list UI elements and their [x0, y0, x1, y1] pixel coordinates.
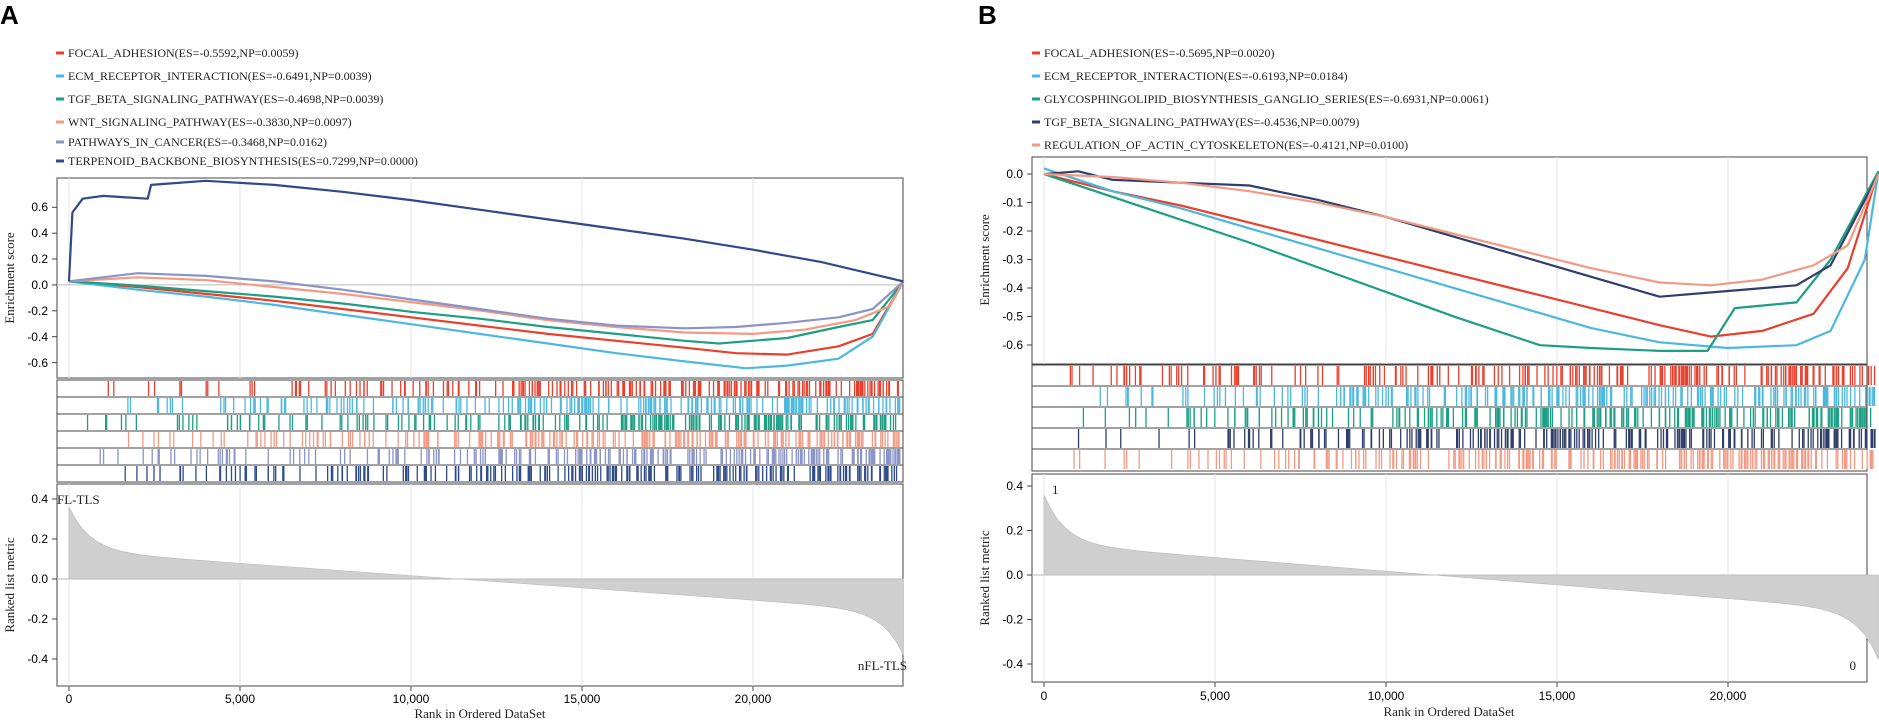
ranked-metric-area — [68, 506, 904, 656]
x-tick-label: 20,000 — [1710, 689, 1747, 703]
rank-tick-label: 0.0 — [31, 572, 48, 586]
es-tick-label: -0.6 — [1002, 338, 1023, 352]
panel-a-legend: FOCAL_ADHESION(ES=-0.5592,NP=0.0059) ECM… — [56, 46, 418, 168]
hit-marks — [1069, 366, 1876, 469]
rank-tick-label: -0.2 — [1002, 613, 1023, 627]
hit-marks — [86, 381, 901, 481]
x-axis: 0 5,000 10,000 15,000 20,000 Rank in Ord… — [66, 686, 772, 720]
es-tick-label: 0.0 — [31, 278, 48, 292]
es-curve-ecm-receptor-interaction — [68, 280, 905, 370]
es-curve-pathways-in-cancer — [68, 272, 905, 330]
ranked-metric-area — [1043, 494, 1879, 660]
panel-b: B FOCAL_ADHESION(ES=-0.5695,NP=0.0020) E… — [977, 0, 1879, 719]
es-curve-focal-adhesion — [1043, 170, 1879, 338]
es-tick-label: 0.6 — [31, 200, 48, 214]
x-tick-label: 0 — [1041, 689, 1048, 703]
es-tick-label: -0.2 — [1002, 224, 1023, 238]
rank-tick-label: -0.4 — [1002, 657, 1023, 671]
rank-axis-label: Ranked list metric — [2, 537, 17, 633]
panel-a-rank-plot: 0.4 0.2 0.0 -0.2 -0.4 FL-TLS nFL-TLS Ran… — [2, 483, 907, 720]
rank-tick-label: 0.2 — [31, 532, 48, 546]
es-curves — [67, 179, 905, 370]
legend-item: TGF_BETA_SIGNALING_PATHWAY(ES=-0.4698,NP… — [68, 92, 383, 106]
es-curve-glycosphingolipid-biosynthesis-ganglio-series — [1043, 170, 1879, 352]
legend-item: ECM_RECEPTOR_INTERACTION(ES=-0.6491,NP=0… — [68, 69, 372, 83]
es-tick-label: -0.3 — [1002, 253, 1023, 267]
panel-b-letter: B — [978, 0, 997, 30]
x-tick-label: 15,000 — [1539, 689, 1576, 703]
panel-b-rank-plot: 0.4 0.2 0.0 -0.2 -0.4 1 0 Ranked list me… — [977, 473, 1879, 719]
legend-item: REGULATION_OF_ACTIN_CYTOSKELETON(ES=-0.4… — [1044, 138, 1408, 152]
legend-item: FOCAL_ADHESION(ES=-0.5695,NP=0.0020) — [1044, 46, 1275, 60]
top-group-label: FL-TLS — [57, 492, 100, 507]
rank-tick-label: 0.4 — [1006, 479, 1023, 493]
legend-item: ECM_RECEPTOR_INTERACTION(ES=-0.6193,NP=0… — [1044, 69, 1348, 83]
es-axis-label: Enrichment score — [2, 232, 17, 324]
es-curve-regulation-of-actin-cytoskeleton — [1043, 173, 1879, 287]
x-tick-label: 10,000 — [393, 692, 430, 706]
es-tick-label: -0.4 — [27, 330, 48, 344]
panel-b-es-plot: 0.0 -0.1 -0.2 -0.3 -0.4 -0.5 -0.6 Enrich… — [977, 156, 1879, 365]
rank-axis-label: Ranked list metric — [977, 530, 992, 626]
es-tick-label: -0.5 — [1002, 310, 1023, 324]
es-y-axis: 0.0 -0.1 -0.2 -0.3 -0.4 -0.5 -0.6 — [1002, 167, 1032, 352]
panel-b-hit-strips — [1031, 364, 1876, 472]
panel-a: A FOCAL_ADHESION(ES=-0.5592,NP=0.0059) E… — [0, 0, 907, 720]
x-axis-label: Rank in Ordered DataSet — [1383, 704, 1514, 719]
es-tick-label: 0.0 — [1006, 167, 1023, 181]
x-axis: 0 5,000 10,000 15,000 20,000 Rank in Ord… — [1041, 682, 1747, 719]
rank-tick-label: -0.2 — [27, 612, 48, 626]
panel-a-hit-strips — [56, 379, 904, 483]
es-curve-ecm-receptor-interaction — [1043, 167, 1879, 350]
rank-tick-label: -0.4 — [27, 652, 48, 666]
legend-item: GLYCOSPHINGOLIPID_BIOSYNTHESIS_GANGLIO_S… — [1044, 92, 1489, 106]
rank-tick-label: 0.0 — [1006, 568, 1023, 582]
legend-item: WNT_SIGNALING_PATHWAY(ES=-0.3830,NP=0.00… — [68, 115, 352, 129]
x-tick-label: 20,000 — [735, 692, 772, 706]
legend-item: PATHWAYS_IN_CANCER(ES=-0.3468,NP=0.0162) — [68, 135, 327, 149]
bottom-group-label: 0 — [1850, 658, 1857, 673]
es-tick-label: -0.6 — [27, 356, 48, 370]
es-curve-focal-adhesion — [68, 280, 905, 356]
panel-a-letter: A — [0, 0, 19, 30]
es-tick-label: 0.2 — [31, 252, 48, 266]
top-group-label: 1 — [1052, 482, 1059, 497]
rank-tick-label: 0.2 — [1006, 524, 1023, 538]
panel-b-legend: FOCAL_ADHESION(ES=-0.5695,NP=0.0020) ECM… — [1032, 46, 1489, 152]
x-axis-label: Rank in Ordered DataSet — [414, 706, 545, 720]
rank-y-axis: 0.4 0.2 0.0 -0.2 -0.4 — [1002, 479, 1032, 671]
rank-tick-label: 0.4 — [31, 492, 48, 506]
es-curves — [1043, 167, 1879, 352]
es-y-axis: 0.6 0.4 0.2 0.0 -0.2 -0.4 -0.6 — [27, 200, 57, 370]
legend-item: TERPENOID_BACKBONE_BIOSYNTHESIS(ES=0.729… — [68, 154, 418, 168]
legend-item: FOCAL_ADHESION(ES=-0.5592,NP=0.0059) — [68, 46, 299, 60]
es-tick-label: -0.4 — [1002, 281, 1023, 295]
es-curve-wnt-signaling-pathway — [68, 276, 905, 335]
es-curve-terpenoid-backbone-biosynthesis — [67, 179, 904, 283]
es-tick-label: -0.1 — [1002, 196, 1023, 210]
x-tick-label: 15,000 — [564, 692, 601, 706]
es-curve-tgf-beta-signaling-pathway — [68, 280, 905, 345]
legend-item: TGF_BETA_SIGNALING_PATHWAY(ES=-0.4536,NP… — [1044, 115, 1359, 129]
x-tick-label: 5,000 — [1200, 689, 1230, 703]
panel-a-es-plot: 0.6 0.4 0.2 0.0 -0.2 -0.4 -0.6 Enrichmen… — [2, 177, 905, 379]
es-plot-frame — [56, 177, 904, 379]
bottom-group-label: nFL-TLS — [858, 658, 907, 673]
es-axis-label: Enrichment score — [977, 214, 992, 306]
rank-y-axis: 0.4 0.2 0.0 -0.2 -0.4 — [27, 492, 57, 666]
es-curve-tgf-beta-signaling-pathway — [1043, 170, 1879, 298]
es-tick-label: -0.2 — [27, 304, 48, 318]
es-tick-label: 0.4 — [31, 226, 48, 240]
x-tick-label: 10,000 — [1368, 689, 1405, 703]
x-tick-label: 0 — [66, 692, 73, 706]
x-tick-label: 5,000 — [225, 692, 255, 706]
